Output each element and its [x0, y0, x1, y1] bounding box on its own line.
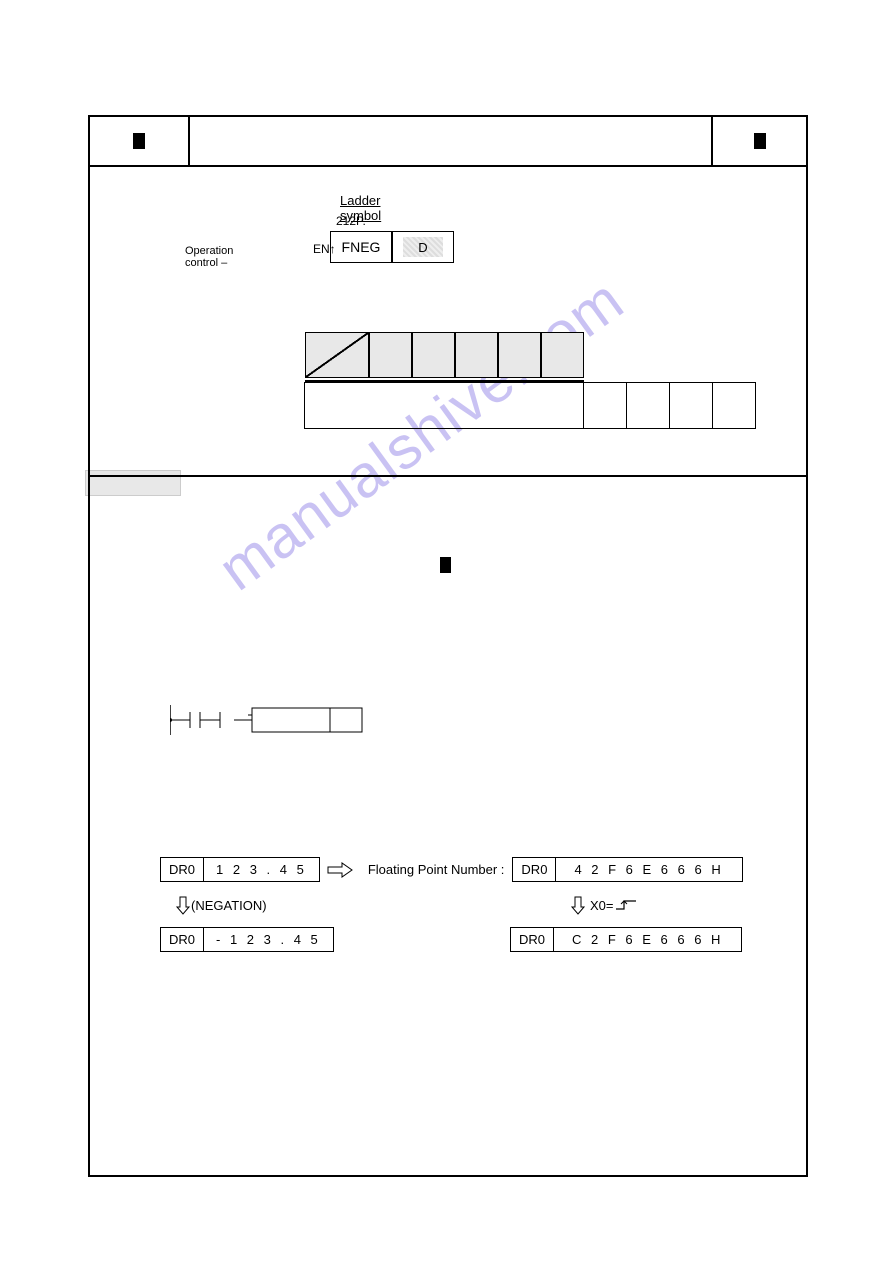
grid-cell — [369, 332, 412, 378]
dr0-neg-box: DR0 - 1 2 3 . 4 5 — [160, 927, 334, 952]
grid-cell — [498, 332, 541, 378]
grid-cell — [713, 383, 756, 429]
diagonal-header-cell — [305, 332, 369, 378]
value-row-3: DR0 C 2 F 6 E 6 6 6 H — [510, 927, 742, 952]
arrow-right-icon — [326, 862, 354, 878]
grid-cell — [412, 332, 455, 378]
operand-grid-table — [304, 332, 756, 429]
negation-row: (NEGATION) — [175, 895, 267, 915]
dr0-hex2-box: DR0 C 2 F 6 E 6 6 6 H — [510, 927, 742, 952]
header-center-cell — [190, 117, 711, 165]
fneg-box: FNEG — [330, 231, 392, 263]
dr0-label: DR0 — [511, 928, 554, 951]
header-left-marker — [133, 133, 145, 149]
dr0-label: DR0 — [161, 928, 204, 951]
value-row-2: DR0 - 1 2 3 . 4 5 — [160, 927, 334, 952]
upper-section: Ladder symbol Operation control – EN↑ 21… — [90, 167, 806, 475]
dr0-input-box: DR0 1 2 3 . 4 5 — [160, 857, 320, 882]
arrow-down-icon — [175, 895, 191, 915]
page-container: Ladder symbol Operation control – EN↑ 21… — [88, 115, 808, 1177]
center-marker — [440, 557, 451, 573]
x0-row: X0= — [570, 895, 638, 915]
dr0-input-value: 1 2 3 . 4 5 — [204, 858, 319, 881]
fneg-number: 212P. — [336, 214, 366, 228]
dr0-hex1-value: 4 2 F 6 E 6 6 6 H — [556, 858, 741, 881]
table-header-row — [305, 332, 584, 382]
d-operand-box: D — [392, 231, 454, 263]
grid-cell — [455, 332, 498, 378]
header-left-cell — [90, 117, 190, 165]
en-dash: – — [221, 257, 227, 269]
header-right-cell — [711, 117, 806, 165]
lower-section: DR0 1 2 3 . 4 5 Floating Point Number : … — [90, 475, 806, 477]
dr0-label: DR0 — [513, 858, 556, 881]
circuit-diagram — [170, 695, 400, 750]
x0-label: X0= — [590, 898, 614, 913]
header-right-marker — [754, 133, 766, 149]
dr0-label: DR0 — [161, 858, 204, 881]
grid-cell — [541, 332, 584, 378]
rising-edge-icon — [614, 897, 638, 913]
table-row — [305, 383, 756, 429]
value-row-1: DR0 1 2 3 . 4 5 Floating Point Number : … — [160, 857, 743, 882]
grid-cell — [584, 383, 627, 429]
grid-cell — [670, 383, 713, 429]
grid-cell — [627, 383, 670, 429]
negation-text: (NEGATION) — [191, 898, 267, 913]
operation-control-label: Operation control – — [185, 245, 233, 269]
fp-label: Floating Point Number : — [368, 862, 505, 877]
d-inner: D — [403, 237, 443, 257]
dr0-hex2-value: C 2 F 6 E 6 6 6 H — [554, 928, 741, 951]
dr0-neg-value: - 1 2 3 . 4 5 — [204, 928, 333, 951]
header-row — [90, 117, 806, 167]
arrow-down-icon — [570, 895, 586, 915]
circuit-svg — [170, 695, 400, 745]
dr0-hex1-box: DR0 4 2 F 6 E 6 6 6 H — [512, 857, 742, 882]
grid-cell — [305, 383, 584, 429]
